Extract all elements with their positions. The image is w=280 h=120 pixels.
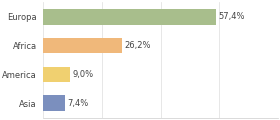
Bar — [43, 96, 65, 111]
Text: 57,4%: 57,4% — [218, 12, 245, 21]
Text: 26,2%: 26,2% — [124, 41, 151, 50]
Bar — [43, 66, 70, 82]
Text: 7,4%: 7,4% — [68, 99, 89, 108]
Text: 9,0%: 9,0% — [73, 70, 94, 79]
Bar — [43, 9, 216, 24]
Bar — [43, 38, 122, 54]
